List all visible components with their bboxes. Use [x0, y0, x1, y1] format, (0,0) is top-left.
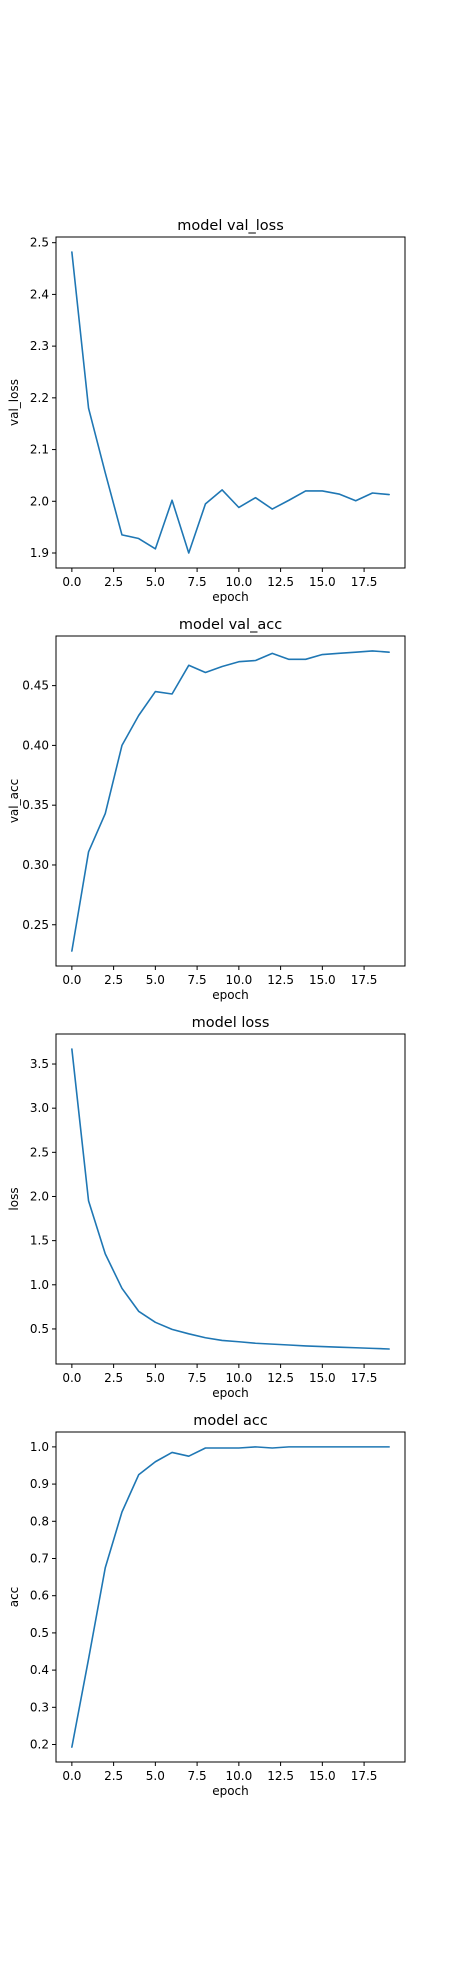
x-tick-label: 10.0 — [225, 575, 252, 589]
x-tick-label: 15.0 — [309, 1769, 336, 1783]
x-tick-label: 2.5 — [104, 575, 123, 589]
x-tick-label: 0.0 — [62, 1371, 81, 1385]
y-tick-label: 2.3 — [30, 339, 49, 353]
y-tick-label: 1.5 — [30, 1234, 49, 1248]
y-tick-label: 0.9 — [30, 1477, 49, 1491]
y-tick-label: 2.5 — [30, 1145, 49, 1159]
x-tick-label: 0.0 — [62, 575, 81, 589]
y-tick-label: 2.0 — [30, 1189, 49, 1203]
chart-panel-2: model loss 0.0 2.5 5.0 7.5 10.0 12.5 15.0 17.5 0.… — [7, 1015, 406, 1400]
x-tick-label: 10.0 — [225, 1769, 252, 1783]
x-tick-label: 2.5 — [104, 1769, 123, 1783]
chart-title: model val_acc — [179, 617, 282, 633]
x-tick-label: 15.0 — [309, 973, 336, 987]
x-tick-label: 7.5 — [188, 1769, 207, 1783]
x-tick-label: 12.5 — [267, 1371, 294, 1385]
x-tick-label: 2.5 — [104, 973, 123, 987]
x-axis-label: epoch — [212, 1784, 249, 1798]
chart-title: model loss — [192, 1015, 270, 1031]
chart-panel-1: model val_acc 0.0 2.5 5.0 7.5 10.0 12.5 15.0 17.… — [7, 617, 406, 1002]
x-tick-label: 5.0 — [146, 973, 165, 987]
y-tick-label: 0.30 — [22, 858, 49, 872]
y-axis-label: loss — [7, 1187, 21, 1210]
y-axis-label: val_acc — [7, 779, 21, 823]
series-line-0 — [71, 650, 390, 952]
x-tick-label: 17.5 — [351, 973, 378, 987]
x-axis-label: epoch — [212, 1386, 249, 1400]
y-tick-label: 1.9 — [30, 546, 49, 560]
y-tick-label: 0.5 — [30, 1626, 49, 1640]
y-tick-label: 2.2 — [30, 391, 49, 405]
chart-panel-0: model val_loss 0.0 2.5 5.0 7.5 10.0 12.5 15.0 17… — [7, 218, 406, 604]
y-tick-label: 0.2 — [30, 1738, 49, 1752]
x-tick-label: 5.0 — [146, 575, 165, 589]
y-tick-label: 2.4 — [30, 287, 49, 301]
y-tick-label: 0.5 — [30, 1322, 49, 1336]
x-tick-label: 17.5 — [351, 1769, 378, 1783]
y-tick-label: 0.8 — [30, 1514, 49, 1528]
series-line-0 — [71, 1446, 390, 1748]
y-tick-label: 1.0 — [30, 1440, 49, 1454]
x-tick-label: 7.5 — [188, 1371, 207, 1385]
x-axis-label: epoch — [212, 988, 249, 1002]
chart-title: model acc — [193, 1413, 268, 1429]
y-tick-label: 0.6 — [30, 1589, 49, 1603]
chart-panel-3: model acc 0.0 2.5 5.0 7.5 10.0 12.5 15.0 17.5 0.2… — [7, 1413, 406, 1798]
y-axis-label: val_loss — [7, 379, 21, 426]
y-tick-label: 2.0 — [30, 494, 49, 508]
x-tick-label: 17.5 — [351, 1371, 378, 1385]
x-tick-label: 5.0 — [146, 1769, 165, 1783]
series-line-0 — [71, 251, 390, 554]
x-tick-label: 2.5 — [104, 1371, 123, 1385]
y-axis-label: acc — [7, 1587, 21, 1608]
y-tick-label: 1.0 — [30, 1278, 49, 1292]
plot-frame — [55, 635, 406, 967]
y-tick-label: 2.5 — [30, 236, 49, 250]
x-tick-label: 12.5 — [267, 973, 294, 987]
plot-frame — [55, 1033, 406, 1365]
y-tick-label: 0.4 — [30, 1663, 49, 1677]
x-tick-label: 5.0 — [146, 1371, 165, 1385]
x-tick-label: 15.0 — [309, 1371, 336, 1385]
y-tick-label: 0.35 — [22, 798, 49, 812]
chart-title: model val_loss — [177, 218, 284, 234]
y-tick-label: 0.7 — [30, 1551, 49, 1565]
y-tick-label: 0.3 — [30, 1700, 49, 1714]
y-tick-label: 3.5 — [30, 1057, 49, 1071]
x-tick-label: 10.0 — [225, 1371, 252, 1385]
series-line-0 — [71, 1048, 390, 1350]
plot-frame — [55, 236, 406, 569]
y-tick-label: 3.0 — [30, 1101, 49, 1115]
y-tick-label: 2.1 — [30, 443, 49, 457]
y-tick-label: 0.40 — [22, 738, 49, 752]
x-tick-label: 7.5 — [188, 575, 207, 589]
plot-frame — [55, 1431, 406, 1763]
x-tick-label: 12.5 — [267, 575, 294, 589]
x-tick-label: 10.0 — [225, 973, 252, 987]
x-tick-label: 17.5 — [351, 575, 378, 589]
y-tick-label: 0.25 — [22, 918, 49, 932]
x-tick-label: 12.5 — [267, 1769, 294, 1783]
y-tick-label: 0.45 — [22, 679, 49, 693]
x-tick-label: 7.5 — [188, 973, 207, 987]
x-tick-label: 0.0 — [62, 1769, 81, 1783]
x-tick-label: 0.0 — [62, 973, 81, 987]
x-tick-label: 15.0 — [309, 575, 336, 589]
x-axis-label: epoch — [212, 590, 249, 604]
